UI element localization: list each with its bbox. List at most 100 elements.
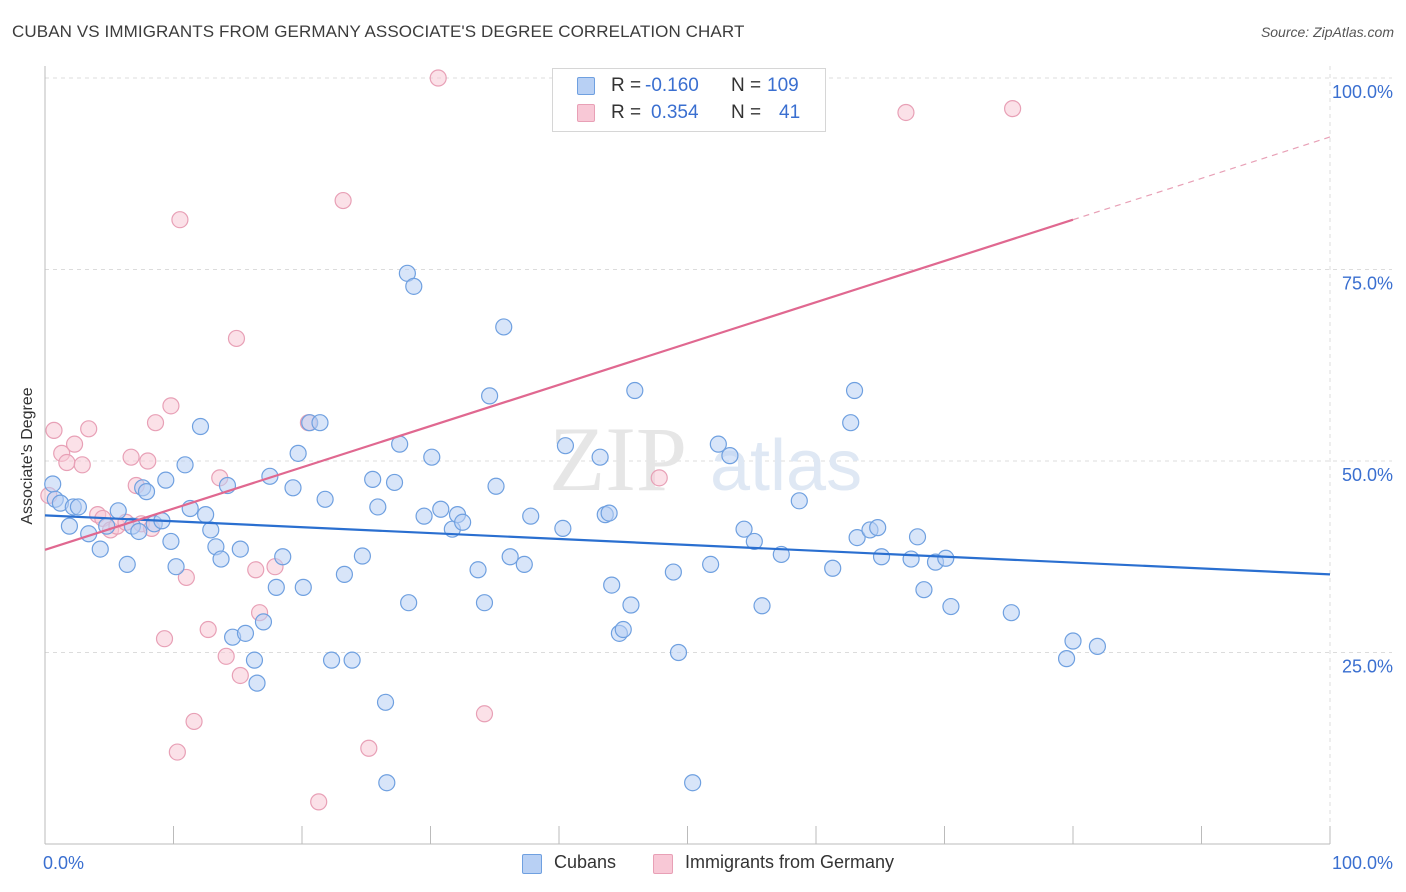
stats-swatch-germany bbox=[577, 104, 595, 122]
point-germany bbox=[185, 712, 203, 731]
point-cubans bbox=[915, 581, 933, 599]
point-cubans bbox=[622, 596, 640, 614]
point-cubans bbox=[522, 507, 540, 525]
point-cubans bbox=[1057, 650, 1076, 668]
point-cubans bbox=[908, 528, 927, 546]
point-cubans bbox=[369, 498, 387, 516]
point-cubans bbox=[753, 597, 771, 615]
point-cubans bbox=[869, 519, 887, 537]
point-cubans bbox=[475, 594, 494, 612]
point-germany bbox=[1004, 100, 1022, 118]
point-cubans bbox=[322, 651, 341, 669]
point-cubans bbox=[254, 613, 273, 631]
point-cubans bbox=[702, 555, 720, 574]
point-cubans bbox=[902, 550, 920, 568]
point-germany bbox=[334, 191, 352, 210]
point-cubans bbox=[556, 437, 575, 455]
tick-labels: 25.0% 50.0% 75.0% 100.0% 0.0% 100.0% bbox=[43, 82, 1393, 873]
stats-r-label: R = bbox=[611, 102, 642, 123]
point-germany bbox=[217, 647, 235, 665]
point-cubans bbox=[872, 548, 891, 566]
point-cubans bbox=[191, 417, 210, 436]
point-cubans bbox=[600, 504, 618, 522]
point-germany bbox=[122, 448, 140, 466]
trend-lines bbox=[44, 136, 1331, 576]
point-cubans bbox=[236, 624, 255, 642]
point-cubans bbox=[197, 506, 215, 524]
y-tick-label: 50.0% bbox=[1342, 465, 1393, 485]
point-germany bbox=[80, 420, 98, 438]
gridlines bbox=[45, 66, 1392, 844]
point-cubans bbox=[376, 693, 395, 711]
point-cubans bbox=[316, 490, 334, 508]
legend-label-cubans: Cubans bbox=[554, 852, 617, 872]
watermark-atlas: atlas bbox=[710, 426, 862, 506]
y-tick-label: 75.0% bbox=[1342, 274, 1393, 294]
point-cubans bbox=[157, 471, 175, 489]
point-cubans bbox=[130, 522, 148, 541]
point-germany bbox=[177, 568, 195, 587]
point-germany bbox=[139, 452, 157, 470]
stats-swatch-cubans bbox=[577, 77, 595, 95]
point-cubans bbox=[684, 774, 702, 792]
point-germany bbox=[429, 69, 447, 87]
point-cubans bbox=[721, 447, 739, 465]
point-germany bbox=[146, 414, 165, 432]
legend-swatch-cubans bbox=[522, 854, 542, 874]
point-cubans bbox=[353, 547, 371, 565]
stats-r-value-cubans: -0.160 bbox=[645, 75, 699, 96]
point-cubans bbox=[1002, 604, 1020, 622]
point-cubans bbox=[91, 540, 109, 558]
point-cubans bbox=[415, 507, 433, 525]
point-cubans bbox=[669, 643, 688, 662]
point-cubans bbox=[501, 548, 519, 566]
point-cubans bbox=[495, 318, 513, 336]
point-cubans bbox=[664, 563, 682, 581]
point-cubans bbox=[248, 674, 266, 692]
stats-r-value-germany: 0.354 bbox=[651, 102, 699, 123]
trend-line-germany bbox=[44, 218, 1074, 551]
point-germany bbox=[65, 435, 84, 453]
point-cubans bbox=[1064, 632, 1082, 650]
stats-box: R = -0.160 N = 109 R = 0.354 N = 41 bbox=[552, 68, 826, 132]
x-tick-label: 0.0% bbox=[43, 853, 84, 873]
point-cubans bbox=[109, 502, 127, 520]
point-germany bbox=[897, 103, 915, 122]
point-cubans bbox=[423, 448, 441, 466]
point-germany bbox=[231, 666, 249, 685]
stats-n-value-germany: 41 bbox=[779, 102, 801, 123]
point-germany bbox=[155, 630, 174, 648]
point-cubans bbox=[162, 532, 180, 551]
point-cubans bbox=[937, 549, 955, 567]
point-cubans bbox=[60, 517, 79, 535]
point-cubans bbox=[335, 565, 354, 583]
point-germany bbox=[247, 561, 265, 579]
point-cubans bbox=[626, 381, 644, 400]
point-cubans bbox=[454, 513, 472, 531]
y-tick-label: 100.0% bbox=[1332, 82, 1393, 102]
stats-n-value-cubans: 109 bbox=[767, 75, 799, 96]
point-cubans bbox=[44, 475, 62, 493]
point-germany bbox=[168, 743, 186, 761]
point-cubans bbox=[405, 277, 423, 295]
point-cubans bbox=[267, 578, 285, 596]
axes bbox=[44, 66, 1331, 845]
point-cubans bbox=[176, 456, 194, 474]
point-germany bbox=[45, 421, 63, 439]
point-cubans bbox=[845, 381, 864, 400]
point-cubans bbox=[69, 498, 88, 516]
point-cubans bbox=[118, 555, 136, 574]
point-germany bbox=[162, 397, 180, 415]
trend-line-germany-extension bbox=[1072, 136, 1331, 221]
point-cubans bbox=[603, 576, 621, 594]
point-cubans bbox=[842, 414, 860, 432]
point-cubans bbox=[294, 578, 312, 596]
point-cubans bbox=[614, 620, 632, 639]
point-germany bbox=[650, 469, 668, 487]
point-cubans bbox=[311, 414, 329, 432]
point-cubans bbox=[400, 594, 418, 612]
point-cubans bbox=[469, 561, 487, 579]
point-germany bbox=[360, 739, 378, 757]
point-cubans bbox=[1088, 637, 1107, 655]
